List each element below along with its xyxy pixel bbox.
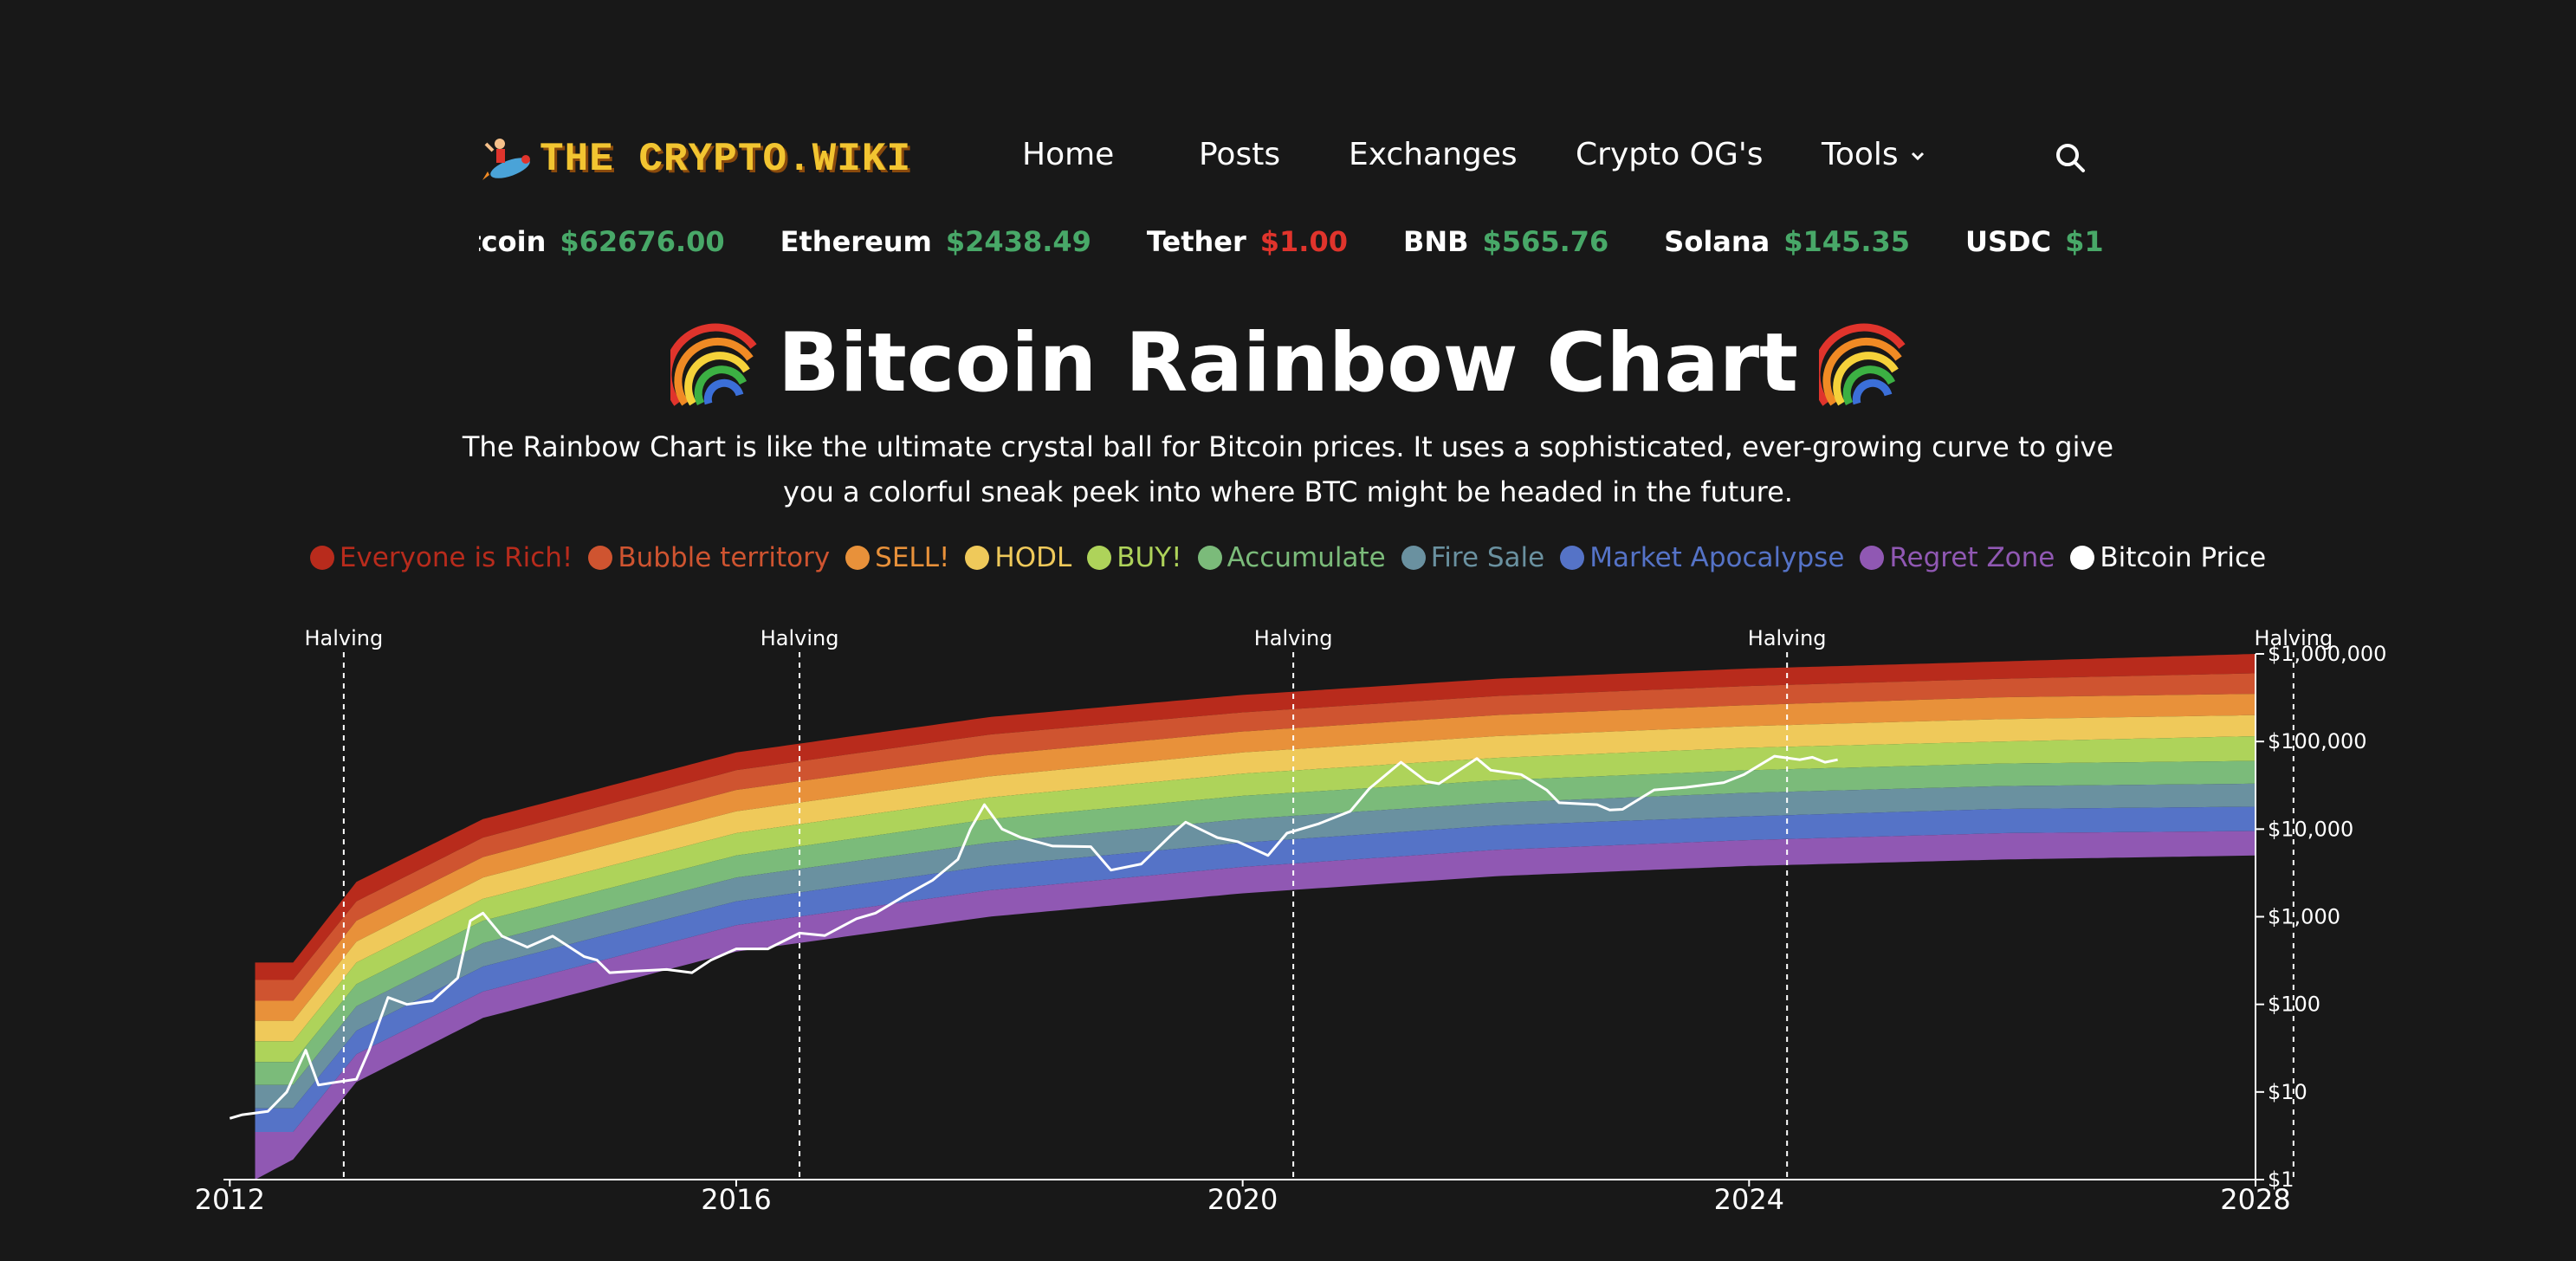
legend-swatch <box>1560 546 1585 570</box>
ticker-item[interactable]: BNB $565.76 <box>1403 225 1608 258</box>
ticker-item[interactable]: Ethereum $2438.49 <box>780 225 1091 258</box>
y-tick-label: $100,000 <box>2268 729 2367 753</box>
bitcoin-price-line <box>229 754 1838 1120</box>
legend-label: SELL! <box>875 542 950 573</box>
page-title-text: Bitcoin Rainbow Chart <box>778 316 1798 411</box>
legend-swatch <box>309 546 334 570</box>
ticker-coin-name: Tether <box>1146 225 1246 258</box>
ticker-coin-name: USDC <box>1965 225 2052 258</box>
rainbow-chart: Halving Halving Halving Halving Halving $1 $10… <box>195 626 2387 1216</box>
ticker-item[interactable]: Tether $1.00 <box>1147 225 1348 258</box>
legend-label: Bubble territory <box>618 542 831 573</box>
legend-item[interactable]: Accumulate <box>1197 542 1386 573</box>
legend-item[interactable]: Everyone is Rich! <box>309 542 573 573</box>
halving-label: Halving <box>1254 626 1333 650</box>
ticker-item[interactable]: Bitcoin $62676.00 <box>479 225 725 258</box>
legend-swatch <box>845 546 871 570</box>
rainbow-icon <box>1818 323 1906 406</box>
nav-home[interactable]: Home <box>1022 137 1115 172</box>
legend-label: BUY! <box>1116 542 1182 573</box>
legend-swatch <box>2070 546 2095 570</box>
legend-item[interactable]: Bubble territory <box>588 542 830 573</box>
halving-label: Halving <box>1748 626 1827 650</box>
legend-label: HODL <box>994 542 1072 573</box>
ticker-coin-price: $565.76 <box>1482 225 1609 258</box>
legend-swatch <box>1401 546 1426 570</box>
ticker-coin-price: $145.35 <box>1783 225 1910 258</box>
page-subtitle: The Rainbow Chart is like the ultimate c… <box>462 430 2114 508</box>
ticker-coin-price: $62676.00 <box>560 225 725 258</box>
ticker-coin-price: $1.00 <box>1259 225 1348 258</box>
top-navigation: THE CRYPTO.WIKI Home Posts Exchanges Cry… <box>481 130 2092 187</box>
legend-swatch <box>1197 546 1222 570</box>
legend-label: Everyone is Rich! <box>339 542 573 573</box>
y-tick-label: $10 <box>2268 1080 2307 1104</box>
y-tick-label: $100 <box>2268 993 2320 1017</box>
legend-item[interactable]: SELL! <box>845 542 949 573</box>
x-tick-label: 2028 <box>2220 1183 2290 1216</box>
nav-tools-label: Tools <box>1822 137 1899 172</box>
rocket-rider-icon <box>482 139 530 180</box>
legend-swatch <box>588 546 613 570</box>
ticker-coin-name: Ethereum <box>780 225 932 258</box>
y-tick-label: $1,000,000 <box>2268 642 2386 666</box>
legend-item[interactable]: Regret Zone <box>1860 542 2055 573</box>
legend-item[interactable]: Bitcoin Price <box>2070 542 2266 573</box>
legend-label: Market Apocalypse <box>1589 542 1845 573</box>
y-tick-label: $1,000 <box>2268 905 2340 929</box>
legend-label: Bitcoin Price <box>2100 542 2267 573</box>
halving-label: Halving <box>761 626 839 650</box>
site-logo[interactable]: THE CRYPTO.WIKI <box>481 132 911 187</box>
legend-item[interactable]: Fire Sale <box>1401 542 1545 573</box>
page-header: Bitcoin Rainbow Chart <box>0 316 2576 411</box>
chart-legend: Everyone is Rich! Bubble territory SELL! HO… <box>0 542 2576 573</box>
ticker-coin-price: $1.00 <box>2065 225 2102 258</box>
y-tick-label: $1 <box>2268 1167 2294 1192</box>
legend-swatch <box>1860 546 1885 570</box>
ticker-item[interactable]: Solana $145.35 <box>1664 225 1910 258</box>
logo-text: THE CRYPTO.WIKI <box>540 137 912 182</box>
legend-item[interactable]: BUY! <box>1087 542 1182 573</box>
x-tick-label: 2016 <box>701 1183 771 1216</box>
nav-tools[interactable]: Tools <box>1822 137 1927 172</box>
price-ticker: Bitcoin $62676.00 Ethereum $2438.49 Tether $1… <box>479 225 2102 268</box>
halving-label: Halving <box>2254 626 2333 650</box>
y-tick-label: $10,000 <box>2268 817 2353 841</box>
ticker-coin-name: Bitcoin <box>479 225 547 258</box>
ticker-coin-name: BNB <box>1402 225 1469 258</box>
x-tick-label: 2012 <box>195 1183 265 1216</box>
legend-label: Accumulate <box>1227 542 1386 573</box>
legend-swatch <box>1087 546 1112 570</box>
legend-item[interactable]: HODL <box>965 542 1071 573</box>
ticker-item[interactable]: USDC $1.00 <box>1965 225 2102 258</box>
rainbow-icon <box>670 323 757 406</box>
nav-posts[interactable]: Posts <box>1199 137 1281 172</box>
ticker-track: Bitcoin $62676.00 Ethereum $2438.49 Tether $1… <box>479 225 2102 258</box>
ticker-coin-price: $2438.49 <box>945 225 1091 258</box>
x-tick-label: 2020 <box>1207 1183 1278 1216</box>
legend-label: Fire Sale <box>1430 542 1545 573</box>
chevron-down-icon <box>1912 152 1925 161</box>
nav-crypto-ogs[interactable]: Crypto OG's <box>1576 137 1764 172</box>
search-icon[interactable] <box>2053 140 2087 175</box>
legend-swatch <box>965 546 990 570</box>
page-title: Bitcoin Rainbow Chart <box>650 316 1926 411</box>
x-tick-label: 2024 <box>1714 1183 1784 1216</box>
ticker-coin-name: Solana <box>1664 225 1770 258</box>
legend-label: Regret Zone <box>1889 542 2055 573</box>
halving-label: Halving <box>304 626 383 650</box>
nav-exchanges[interactable]: Exchanges <box>1349 137 1518 172</box>
legend-item[interactable]: Market Apocalypse <box>1560 542 1844 573</box>
